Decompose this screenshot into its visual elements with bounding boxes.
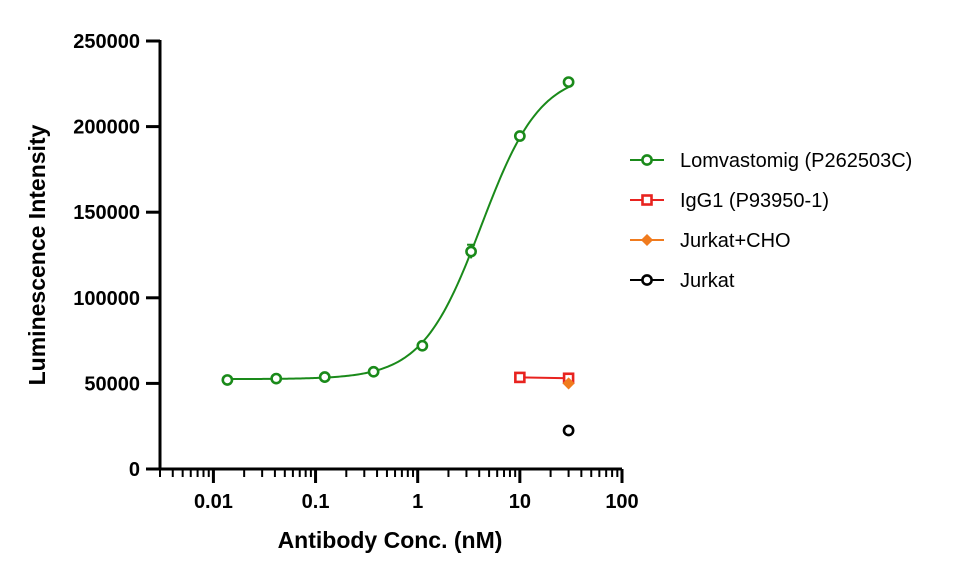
axes: 0 50000 100000 150000 200000 250000 0.01 0.1 1 10…	[73, 31, 638, 513]
data-point	[562, 424, 575, 437]
data-point	[465, 245, 477, 258]
y-axis-title: Luminescence Intensity	[24, 124, 50, 385]
legend-label: Jurkat+CHO	[680, 230, 791, 252]
fit-curve	[227, 86, 570, 381]
data-point	[641, 154, 653, 166]
legend-label: Jurkat	[680, 270, 735, 292]
data-points	[221, 76, 575, 437]
fit-line	[519, 376, 569, 380]
legend: Lomvastomig (P262503C) IgG1 (P93950-1) Jur…	[630, 150, 912, 292]
x-tick-label: 0.01	[194, 491, 233, 513]
data-point	[641, 274, 653, 286]
x-tick-label: 100	[605, 491, 638, 513]
y-tick-label: 0	[129, 459, 140, 481]
legend-label: IgG1 (P93950-1)	[680, 190, 829, 212]
data-point	[562, 76, 575, 88]
data-point	[640, 233, 654, 247]
data-point	[562, 377, 575, 390]
fit-curves	[227, 86, 570, 381]
data-point	[513, 130, 526, 142]
x-axis-title: Antibody Conc. (nM)	[278, 527, 503, 553]
y-tick-label: 150000	[73, 202, 140, 224]
data-point	[514, 371, 526, 384]
data-point	[416, 339, 429, 352]
y-tick-label: 50000	[84, 373, 140, 395]
y-tick-label: 250000	[73, 31, 140, 53]
data-point	[367, 365, 380, 378]
y-tick-label: 200000	[73, 117, 140, 139]
legend-label: Lomvastomig (P262503C)	[680, 150, 912, 172]
data-point	[221, 374, 234, 386]
x-tick-label: 10	[509, 491, 531, 513]
y-tick-label: 100000	[73, 288, 140, 310]
x-tick-label: 1	[412, 491, 423, 513]
data-point	[318, 371, 331, 383]
data-point	[270, 372, 283, 385]
x-tick-label: 0.1	[302, 491, 330, 513]
data-point	[641, 194, 653, 206]
